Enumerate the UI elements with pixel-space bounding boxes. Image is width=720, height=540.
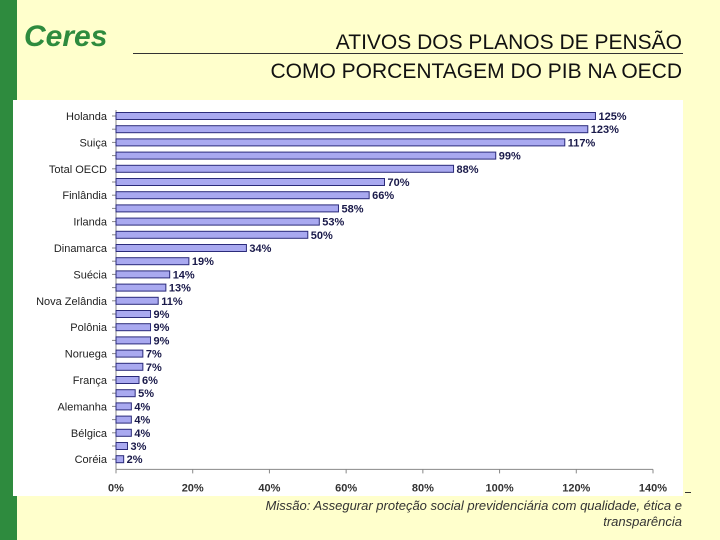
data-label: 4% xyxy=(134,401,150,413)
category-label: Holanda xyxy=(66,111,108,123)
chart-area: 0% 20% 40% 60% 80% 100% 120% 140% 125% Holanda 123… xyxy=(13,100,683,496)
bar xyxy=(115,323,152,332)
x-tick-label: 0% xyxy=(108,482,124,494)
data-label: 3% xyxy=(131,441,147,453)
bar xyxy=(115,125,589,134)
category-label: Total OECD xyxy=(49,164,107,176)
bar xyxy=(115,376,140,384)
bar-chart: 0% 20% 40% 60% 80% 100% 120% 140% 125% Holanda 123… xyxy=(36,110,667,494)
bar xyxy=(115,204,339,213)
data-label: 4% xyxy=(134,415,150,427)
data-label: 11% xyxy=(161,296,183,308)
footer-dash xyxy=(685,492,691,493)
bar xyxy=(115,310,152,318)
x-tick-label: 100% xyxy=(486,482,514,494)
data-label: 117% xyxy=(568,137,596,149)
page-title: ATIVOS DOS PLANOS DE PENSÃO COMO PORCENT… xyxy=(162,28,683,86)
bar xyxy=(115,455,125,464)
bar xyxy=(115,191,370,200)
category-label: Bélgica xyxy=(71,428,108,440)
bar xyxy=(115,442,129,450)
bar xyxy=(115,415,132,424)
x-tick-label: 120% xyxy=(562,482,590,494)
bar xyxy=(115,336,152,345)
data-label: 34% xyxy=(249,243,271,255)
bar xyxy=(115,164,455,173)
data-label: 53% xyxy=(322,217,344,229)
bar xyxy=(115,389,136,398)
logo-text: Ceres xyxy=(24,20,107,53)
data-label: 123% xyxy=(591,124,619,136)
bar xyxy=(115,230,309,239)
category-label: Dinamarca xyxy=(54,243,108,255)
data-label: 4% xyxy=(134,428,150,440)
data-label: 70% xyxy=(388,177,410,189)
title-underline xyxy=(133,53,683,54)
x-tick-label: 60% xyxy=(335,482,357,494)
category-label: França xyxy=(73,375,108,387)
title-line-2: COMO PORCENTAGEM DO PIB NA OECD xyxy=(270,60,683,83)
x-tick-label: 140% xyxy=(639,482,667,494)
mission-footer: Missão: Assegurar proteção social previd… xyxy=(265,498,682,529)
data-label: 2% xyxy=(127,454,143,466)
bar xyxy=(115,138,566,147)
data-label: 66% xyxy=(372,190,394,202)
bar xyxy=(115,402,132,411)
data-label: 19% xyxy=(192,256,214,268)
bar xyxy=(115,296,159,305)
data-label: 88% xyxy=(457,164,479,176)
bar xyxy=(115,349,144,358)
data-label: 9% xyxy=(154,309,170,321)
data-label: 5% xyxy=(138,388,154,400)
x-tick-label: 20% xyxy=(182,482,204,494)
data-label: 9% xyxy=(154,322,170,334)
bar xyxy=(115,428,132,437)
data-label: 13% xyxy=(169,283,191,295)
category-label: Coréia xyxy=(75,454,108,466)
data-label: 125% xyxy=(598,111,626,123)
category-label: Nova Zelândia xyxy=(36,296,108,308)
bar xyxy=(115,283,167,292)
data-label: 7% xyxy=(146,362,162,374)
data-label: 9% xyxy=(154,335,170,347)
bar xyxy=(115,178,385,186)
category-label: Polônia xyxy=(70,322,108,334)
category-label: Noruega xyxy=(65,349,108,361)
category-label: Irlanda xyxy=(73,217,108,229)
category-label: Suécia xyxy=(73,269,108,281)
green-sidebar xyxy=(0,0,17,540)
x-tick-label: 80% xyxy=(412,482,434,494)
data-label: 7% xyxy=(146,349,162,361)
data-label: 99% xyxy=(499,151,521,163)
category-label: Finlândia xyxy=(62,190,108,202)
x-tick-label: 40% xyxy=(258,482,280,494)
category-label: Suiça xyxy=(79,137,107,149)
bar xyxy=(115,112,596,120)
ceres-logo: Ceres xyxy=(24,20,107,53)
data-label: 6% xyxy=(142,375,158,387)
bar xyxy=(115,217,320,226)
data-label: 14% xyxy=(173,269,195,281)
bar xyxy=(115,362,144,371)
data-label: 58% xyxy=(341,203,363,215)
bar xyxy=(115,257,190,266)
bar xyxy=(115,270,171,279)
category-label: Alemanha xyxy=(57,401,107,413)
title-line-1: ATIVOS DOS PLANOS DE PENSÃO xyxy=(335,31,682,54)
data-label: 50% xyxy=(311,230,333,242)
bar xyxy=(115,151,497,160)
bar xyxy=(115,244,247,252)
